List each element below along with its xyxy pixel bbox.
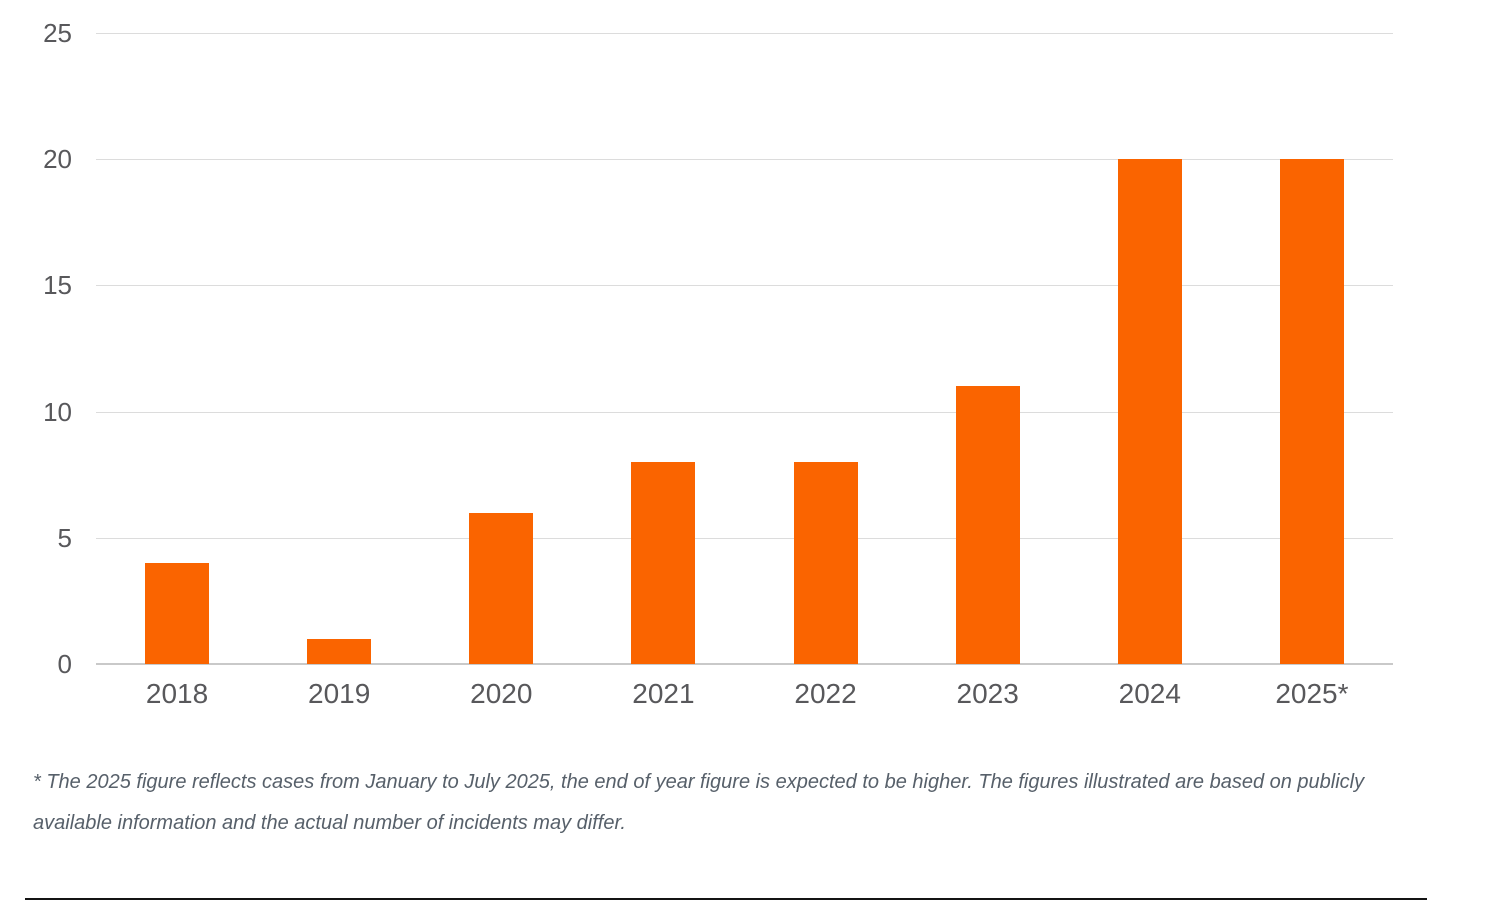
chart-footnote: * The 2025 figure reflects cases from Ja… [33,762,1453,844]
gridline-20 [96,159,1393,161]
x-tick-label-2019: 2019 [308,678,371,709]
bar-2019 [307,638,372,664]
bar-2020 [469,512,534,664]
gridline-15 [96,285,1393,287]
x-tick-label-2025: 2025* [1275,678,1349,709]
y-axis: 0 5 10 15 20 25 [0,20,72,677]
y-tick-label-10: 10 [43,396,72,427]
plot-area [96,33,1393,665]
yearly-incidents-bar-chart: 0 5 10 15 20 25 2018 2019 2020 2021 2022 2023 2024 2… [0,20,1393,720]
x-tick-label-2022: 2022 [794,678,857,709]
bar-2021 [631,462,696,664]
y-tick-label-20: 20 [43,144,72,175]
bottom-divider [25,898,1427,900]
y-tick-label-5: 5 [57,522,72,553]
x-tick-label-2021: 2021 [632,678,695,709]
x-tick-label-2020: 2020 [470,678,533,709]
x-tick-label-2018: 2018 [145,678,209,709]
y-tick-label-0: 0 [57,649,72,679]
chart-footnote-line-2: available information and the actual num… [33,812,626,834]
x-tick-label-2024: 2024 [1118,678,1181,709]
chart-footnote-line-1: * The 2025 figure reflects cases from Ja… [33,771,1365,793]
gridline-25 [96,33,1393,34]
x-tick-label-2023: 2023 [956,678,1019,709]
bar-2018 [145,563,210,664]
gridline-0 [96,663,1393,665]
x-axis: 2018 2019 2020 2021 2022 2023 2024 2025* [96,678,1393,720]
bar-2022 [793,462,858,664]
gridline-5 [96,537,1393,539]
y-tick-label-25: 25 [43,18,72,48]
y-tick-label-15: 15 [43,270,72,301]
bar-2023 [955,386,1020,664]
gridline-10 [96,411,1393,413]
bar-2024 [1117,159,1182,664]
bar-2025 [1279,159,1344,664]
